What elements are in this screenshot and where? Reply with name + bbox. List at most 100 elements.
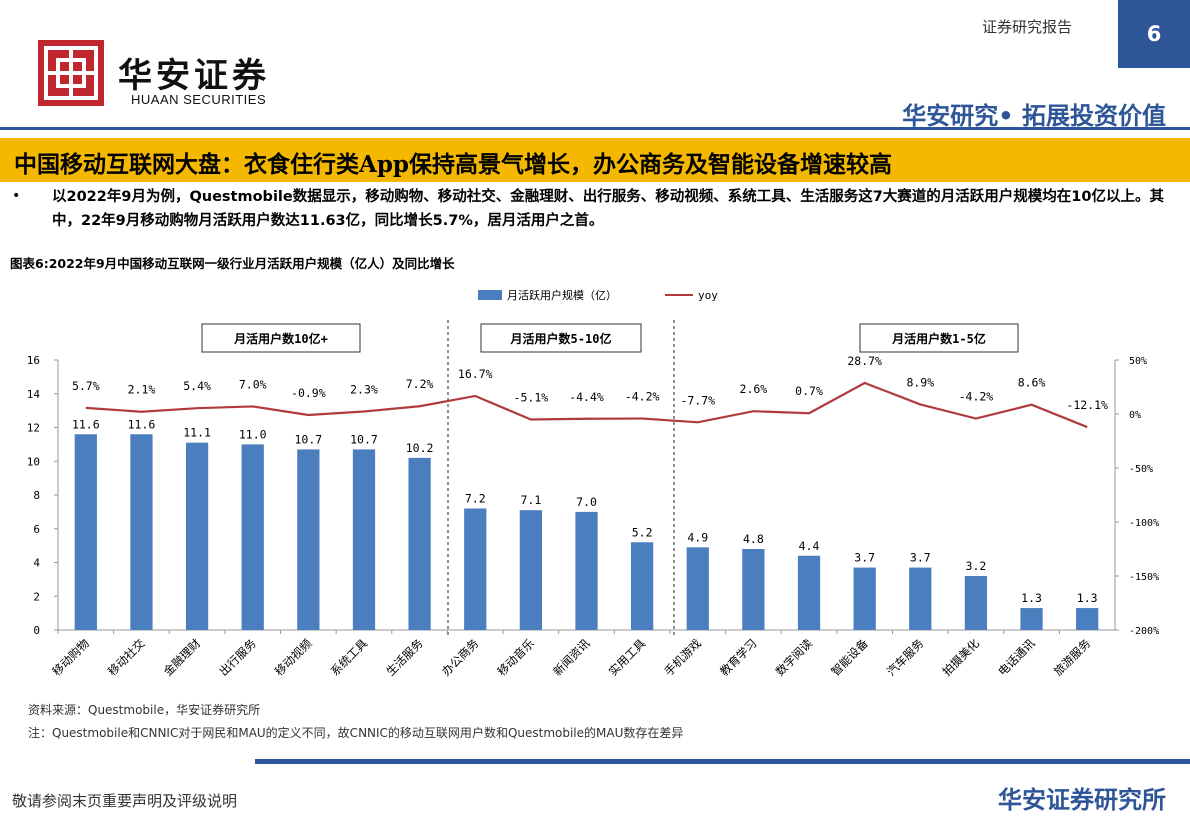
title-bar	[0, 138, 1190, 182]
bar-value-label: 10.7	[294, 432, 322, 446]
yoy-value-label: 28.7%	[847, 354, 882, 368]
bar-value-label: 11.6	[72, 417, 100, 431]
bar-value-label: 7.2	[465, 492, 486, 506]
group-box-1	[201, 323, 361, 353]
yoy-value-label: 2.6%	[740, 382, 768, 396]
bar-value-label: 3.7	[854, 551, 875, 565]
x-tick-label: 实用工具	[606, 636, 649, 679]
bar	[241, 444, 264, 630]
x-tick-label: 办公商务	[439, 636, 482, 679]
bar	[853, 567, 876, 630]
group-label-3: 月活用户数1-5亿	[891, 331, 986, 346]
bar-value-label: 7.1	[520, 493, 541, 507]
yoy-value-label: 5.4%	[183, 379, 211, 393]
group-box-2	[480, 323, 642, 353]
x-tick-label: 金融理财	[161, 636, 203, 678]
group-box-3	[859, 323, 1019, 353]
summary-text: 以2022年9月为例，Questmobile数据显示，移动购物、移动社交、金融理…	[52, 189, 1164, 229]
report-type: 证券研究报告	[982, 18, 1073, 36]
legend-bar-swatch	[478, 290, 502, 300]
y-left-tick-label: 0	[33, 624, 40, 637]
group-label-2: 月活用户数5-10亿	[510, 331, 612, 346]
x-tick-label: 移动视频	[272, 636, 315, 679]
bar-value-label: 3.7	[910, 551, 931, 565]
bar	[631, 542, 654, 630]
yoy-value-label: 7.2%	[406, 377, 434, 391]
y-right-tick-label: -150%	[1129, 572, 1159, 583]
y-left-tick-label: 4	[33, 557, 40, 570]
x-tick-label: 电话通讯	[995, 636, 1038, 679]
yoy-value-label: 16.7%	[458, 367, 493, 381]
bar-value-label: 7.0	[576, 495, 597, 509]
bar	[464, 508, 487, 630]
x-tick-label: 智能设备	[828, 636, 871, 679]
yoy-value-label: -4.2%	[959, 390, 994, 404]
page-number: 6	[1118, 0, 1190, 68]
legend-line-label: yoy	[698, 289, 718, 302]
bar-value-label: 4.4	[799, 539, 820, 553]
bar-value-label: 10.7	[350, 432, 378, 446]
y-right-tick-label: -100%	[1129, 518, 1159, 529]
x-tick-label: 移动音乐	[495, 636, 538, 679]
header-rule	[0, 127, 1190, 130]
logo-chinese: 华安证券	[118, 56, 270, 96]
bar	[408, 457, 431, 630]
y-left-tick-label: 16	[27, 354, 40, 367]
yoy-value-label: 8.9%	[906, 375, 934, 389]
yoy-value-label: -4.2%	[625, 390, 660, 404]
bar-value-label: 1.3	[1077, 591, 1098, 605]
slogan: 华安研究• 拓展投资价值	[902, 102, 1166, 130]
bar-value-label: 4.8	[743, 532, 764, 546]
y-left-tick-label: 8	[33, 489, 40, 502]
yoy-value-label: -5.1%	[514, 391, 549, 405]
y-left-tick-label: 14	[27, 388, 41, 401]
yoy-value-label: -12.1%	[1066, 398, 1108, 412]
definition-note: 注：Questmobile和CNNIC对于网民和MAU的定义不同，故CNNIC的…	[28, 726, 684, 740]
y-right-tick-label: 50%	[1129, 356, 1147, 367]
bar	[909, 567, 932, 630]
page-title: 中国移动互联网大盘：衣食住行类App保持高景气增长，办公商务及智能设备增速较高	[14, 151, 893, 178]
bar	[74, 434, 97, 630]
y-left-tick-label: 12	[27, 422, 40, 435]
bar-value-label: 11.0	[239, 427, 267, 441]
bar	[352, 449, 376, 630]
bar	[742, 549, 765, 630]
yoy-value-label: 8.6%	[1018, 376, 1046, 390]
yoy-value-label: -0.9%	[291, 386, 326, 400]
disclaimer-link[interactable]: 敬请参阅末页重要声明及评级说明	[12, 792, 238, 810]
yoy-line	[85, 381, 1088, 429]
bullet-mark: •	[12, 188, 21, 204]
logo-mark	[38, 40, 104, 106]
y-left-tick-label: 10	[27, 455, 40, 468]
bar	[519, 510, 542, 630]
x-tick-label: 生活服务	[383, 636, 426, 679]
bar-value-label: 11.6	[128, 417, 156, 431]
yoy-value-label: -7.7%	[680, 393, 715, 407]
bar	[297, 449, 320, 630]
source-note: 资料来源：Questmobile，华安证券研究所	[28, 703, 261, 717]
y-right-tick-label: 0%	[1129, 410, 1141, 421]
x-tick-label: 拍摄美化	[940, 636, 983, 679]
y-left-tick-label: 2	[33, 590, 40, 603]
bar-value-label: 3.2	[966, 559, 987, 573]
y-right-tick-label: -200%	[1129, 626, 1159, 637]
x-tick-label: 出行服务	[216, 636, 259, 679]
x-tick-label: 旅游服务	[1051, 636, 1094, 679]
bar-value-label: 5.2	[632, 525, 653, 539]
bar	[686, 547, 709, 630]
bar	[1076, 608, 1099, 630]
legend-bar-label: 月活跃用户规模（亿）	[507, 288, 617, 302]
x-tick-label: 系统工具	[328, 636, 371, 679]
x-tick-label: 手机游戏	[661, 636, 704, 679]
yoy-value-label: 5.7%	[72, 379, 100, 393]
y-right-tick-label: -50%	[1129, 464, 1153, 475]
bar-value-label: 10.2	[406, 441, 434, 455]
footer-rule	[255, 759, 1190, 764]
yoy-value-label: 2.3%	[350, 383, 378, 397]
logo-english: HUAAN SECURITIES	[131, 92, 267, 107]
x-tick-label: 移动购物	[50, 636, 92, 678]
bar	[964, 576, 988, 630]
bar	[130, 434, 153, 630]
yoy-value-label: 2.1%	[128, 383, 156, 397]
x-tick-label: 数字阅读	[773, 636, 816, 679]
